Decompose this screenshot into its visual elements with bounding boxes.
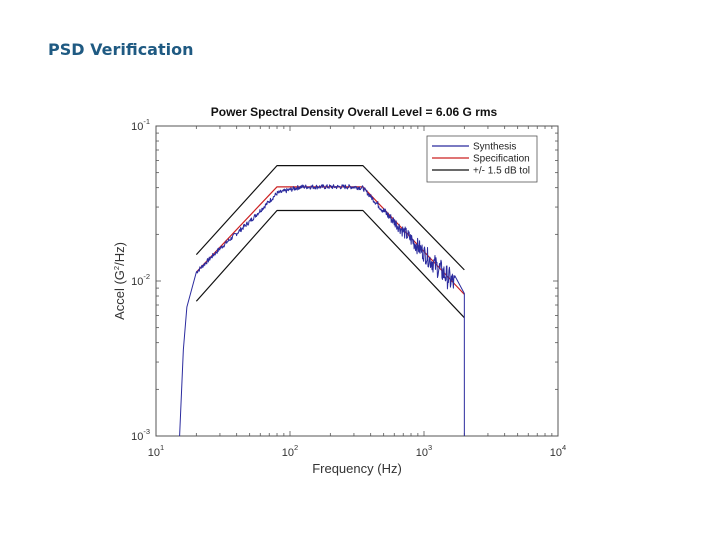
legend-label: Specification: [473, 154, 530, 165]
y-tick-labels: 10-3 10-2 10-1: [131, 117, 150, 443]
minor-ticks: [155, 126, 558, 437]
y-axis-label: Accel (G2/Hz): [112, 242, 127, 320]
legend-label: Synthesis: [473, 142, 516, 153]
series-line-1-5-db-tol: [195, 165, 465, 271]
x-tick-labels: 101 102 103 104: [148, 443, 566, 459]
y-axis-label-tail: /Hz): [112, 242, 127, 266]
x-tick-label: 104: [550, 443, 566, 459]
x-tick-label: 102: [282, 443, 298, 459]
y-axis-label-base: Accel (G: [112, 270, 127, 320]
x-tick-label: 101: [148, 443, 164, 459]
slide-title: PSD Verification: [48, 40, 194, 59]
series-layer: [179, 165, 465, 437]
series-line-lower-tolerance: [195, 209, 465, 319]
series-line-synthesis: [179, 184, 465, 437]
y-tick-label: 10-2: [131, 272, 150, 288]
chart-title: Power Spectral Density Overall Level = 6…: [211, 105, 498, 119]
y-axis-label-exp: 2: [112, 266, 121, 270]
y-tick-label: 10-1: [131, 117, 150, 133]
legend-box: [426, 135, 538, 183]
x-tick-label: 103: [416, 443, 432, 459]
x-axis-label: Frequency (Hz): [312, 461, 402, 476]
legend-label: +/- 1.5 dB tol: [473, 166, 530, 177]
y-tick-label: 10-3: [131, 427, 150, 443]
